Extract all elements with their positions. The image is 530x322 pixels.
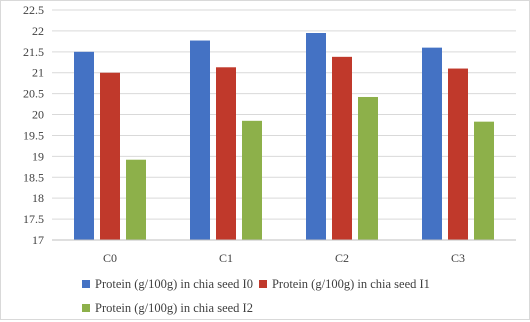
- x-tick-label: C3: [451, 251, 465, 265]
- bar-c0-series-2: [126, 159, 146, 240]
- y-tick-label: 22: [32, 24, 44, 38]
- legend-label-i1: Protein (g/100g) in chia seed I1: [271, 276, 430, 291]
- bar-c3-series-0: [422, 47, 442, 240]
- legend-item-i2: Protein (g/100g) in chia seed I2: [82, 301, 253, 316]
- bar-c3-series-2: [474, 121, 494, 240]
- bars: [74, 33, 494, 241]
- gridlines: [52, 9, 516, 220]
- y-tick-label: 21.5: [23, 45, 44, 59]
- legend-swatch-i2: [82, 304, 90, 312]
- legend-swatch-i0: [82, 280, 90, 288]
- legend-item-i0: Protein (g/100g) in chia seed I0: [82, 277, 253, 292]
- y-tick-label: 19: [32, 149, 44, 163]
- legend-row-1: Protein (g/100g) in chia seed I0 Protein…: [82, 274, 522, 294]
- y-tick-label: 18.5: [23, 170, 44, 184]
- y-tick-label: 20: [32, 108, 44, 122]
- bar-c2-series-0: [306, 33, 326, 240]
- y-tick-label: 17.5: [23, 212, 44, 226]
- y-tick-label: 17: [32, 233, 44, 247]
- y-axis-tick-labels: 17 17.5 18 18.5 19 19.5 20 20.5 21 21.5 22 22.5: [23, 3, 44, 247]
- bar-c0-series-0: [74, 51, 94, 241]
- legend-swatch-i1: [258, 280, 267, 288]
- y-tick-label: 20.5: [23, 87, 44, 101]
- bar-c1-series-0: [190, 40, 210, 241]
- legend-item-i1: Protein (g/100g) in chia seed I1: [258, 276, 430, 292]
- y-tick-label: 18: [32, 191, 44, 205]
- bar-c2-series-2: [358, 96, 378, 241]
- y-tick-label: 21: [32, 66, 44, 80]
- x-tick-label: C0: [103, 251, 117, 265]
- y-tick-label: 22.5: [23, 3, 44, 17]
- x-tick-label: C1: [219, 251, 233, 265]
- x-tick-label: C2: [335, 251, 349, 265]
- bar-c1-series-1: [216, 67, 236, 240]
- legend-row-2: Protein (g/100g) in chia seed I2: [82, 298, 522, 318]
- bar-c3-series-1: [448, 68, 468, 240]
- legend: Protein (g/100g) in chia seed I0 Protein…: [82, 274, 522, 322]
- bar-c0-series-1: [100, 72, 120, 241]
- x-axis-tick-labels: C0 C1 C2 C3: [103, 251, 465, 265]
- y-tick-label: 19.5: [23, 128, 44, 142]
- bar-c1-series-2: [242, 120, 262, 240]
- bar-c2-series-1: [332, 56, 352, 240]
- legend-label-i2: Protein (g/100g) in chia seed I2: [95, 300, 253, 315]
- legend-label-i0: Protein (g/100g) in chia seed I0: [95, 276, 253, 291]
